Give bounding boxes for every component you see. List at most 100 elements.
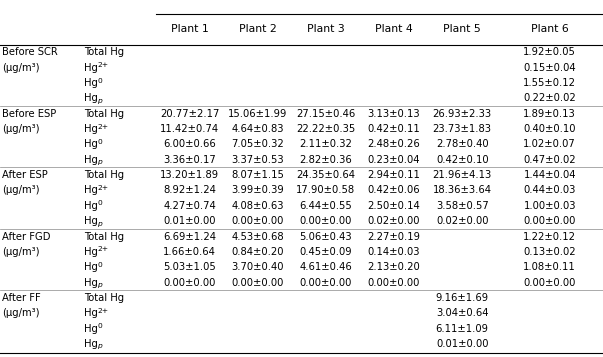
Text: 0.14±0.03: 0.14±0.03 <box>368 247 420 257</box>
Text: 0.01±0.00: 0.01±0.00 <box>436 339 488 349</box>
Text: 2.27±0.19: 2.27±0.19 <box>368 231 420 242</box>
Text: Plant 1: Plant 1 <box>171 24 209 35</box>
Text: 2.48±0.26: 2.48±0.26 <box>368 139 420 150</box>
Text: 11.42±0.74: 11.42±0.74 <box>160 124 219 134</box>
Text: 1.92±0.05: 1.92±0.05 <box>523 47 576 57</box>
Text: Before ESP: Before ESP <box>2 109 56 119</box>
Text: (μg/m³): (μg/m³) <box>2 62 39 73</box>
Text: After ESP: After ESP <box>2 170 48 180</box>
Text: 0.44±0.03: 0.44±0.03 <box>523 185 576 196</box>
Text: Hg: Hg <box>84 124 98 134</box>
Text: 3.58±0.57: 3.58±0.57 <box>436 201 488 211</box>
Text: 0.00±0.00: 0.00±0.00 <box>368 277 420 288</box>
Text: (μg/m³): (μg/m³) <box>2 308 39 318</box>
Text: 0.00±0.00: 0.00±0.00 <box>232 277 284 288</box>
Text: Hg: Hg <box>84 62 98 73</box>
Text: Hg: Hg <box>84 308 98 318</box>
Text: 5.03±1.05: 5.03±1.05 <box>163 262 216 272</box>
Text: 0.02±0.00: 0.02±0.00 <box>368 216 420 226</box>
Text: Total Hg: Total Hg <box>84 109 125 119</box>
Text: 2+: 2+ <box>97 246 108 252</box>
Text: Hg: Hg <box>84 247 98 257</box>
Text: Hg: Hg <box>84 155 98 165</box>
Text: 4.53±0.68: 4.53±0.68 <box>232 231 284 242</box>
Text: p: p <box>97 98 102 104</box>
Text: Hg: Hg <box>84 339 98 349</box>
Text: 2+: 2+ <box>97 308 108 314</box>
Text: 3.13±0.13: 3.13±0.13 <box>368 109 420 119</box>
Text: 1.55±0.12: 1.55±0.12 <box>523 78 576 88</box>
Text: Total Hg: Total Hg <box>84 47 125 57</box>
Text: Total Hg: Total Hg <box>84 231 125 242</box>
Text: 1.08±0.11: 1.08±0.11 <box>523 262 576 272</box>
Text: 0.00±0.00: 0.00±0.00 <box>232 216 284 226</box>
Text: Hg: Hg <box>84 262 98 272</box>
Text: 0.00±0.00: 0.00±0.00 <box>163 277 216 288</box>
Text: Before SCR: Before SCR <box>2 47 57 57</box>
Text: Hg: Hg <box>84 185 98 196</box>
Text: 6.11±1.09: 6.11±1.09 <box>436 323 488 334</box>
Text: 15.06±1.99: 15.06±1.99 <box>228 109 288 119</box>
Text: 27.15±0.46: 27.15±0.46 <box>296 109 356 119</box>
Text: 0.02±0.00: 0.02±0.00 <box>436 216 488 226</box>
Text: 4.08±0.63: 4.08±0.63 <box>232 201 284 211</box>
Text: 2.78±0.40: 2.78±0.40 <box>436 139 488 150</box>
Text: 0.40±0.10: 0.40±0.10 <box>523 124 576 134</box>
Text: 2+: 2+ <box>97 185 108 191</box>
Text: Total Hg: Total Hg <box>84 293 125 303</box>
Text: 23.73±1.83: 23.73±1.83 <box>433 124 491 134</box>
Text: Total Hg: Total Hg <box>84 170 125 180</box>
Text: 0.01±0.00: 0.01±0.00 <box>163 216 216 226</box>
Text: Plant 2: Plant 2 <box>239 24 277 35</box>
Text: 2+: 2+ <box>97 124 108 130</box>
Text: Plant 6: Plant 6 <box>531 24 569 35</box>
Text: 7.05±0.32: 7.05±0.32 <box>232 139 284 150</box>
Text: 3.99±0.39: 3.99±0.39 <box>232 185 284 196</box>
Text: 1.44±0.04: 1.44±0.04 <box>523 170 576 180</box>
Text: 0.42±0.10: 0.42±0.10 <box>436 155 488 165</box>
Text: 1.00±0.03: 1.00±0.03 <box>523 201 576 211</box>
Text: (μg/m³): (μg/m³) <box>2 185 39 196</box>
Text: 0: 0 <box>97 77 102 84</box>
Text: 0.00±0.00: 0.00±0.00 <box>300 277 352 288</box>
Text: p: p <box>97 221 102 227</box>
Text: 13.20±1.89: 13.20±1.89 <box>160 170 219 180</box>
Text: Hg: Hg <box>84 139 98 150</box>
Text: 2.11±0.32: 2.11±0.32 <box>300 139 352 150</box>
Text: 4.61±0.46: 4.61±0.46 <box>300 262 352 272</box>
Text: 3.04±0.64: 3.04±0.64 <box>436 308 488 318</box>
Text: Plant 5: Plant 5 <box>443 24 481 35</box>
Text: 17.90±0.58: 17.90±0.58 <box>296 185 356 196</box>
Text: (μg/m³): (μg/m³) <box>2 124 39 134</box>
Text: 21.96±4.13: 21.96±4.13 <box>432 170 492 180</box>
Text: Hg: Hg <box>84 216 98 226</box>
Text: 3.70±0.40: 3.70±0.40 <box>232 262 284 272</box>
Text: 5.06±0.43: 5.06±0.43 <box>300 231 352 242</box>
Text: 8.07±1.15: 8.07±1.15 <box>232 170 284 180</box>
Text: 0.42±0.11: 0.42±0.11 <box>368 124 420 134</box>
Text: 1.89±0.13: 1.89±0.13 <box>523 109 576 119</box>
Text: Plant 4: Plant 4 <box>375 24 413 35</box>
Text: p: p <box>97 159 102 165</box>
Text: 0: 0 <box>97 200 102 206</box>
Text: 0.42±0.06: 0.42±0.06 <box>368 185 420 196</box>
Text: 6.44±0.55: 6.44±0.55 <box>300 201 352 211</box>
Text: p: p <box>97 282 102 288</box>
Text: After FGD: After FGD <box>2 231 50 242</box>
Text: Hg: Hg <box>84 277 98 288</box>
Text: 4.27±0.74: 4.27±0.74 <box>163 201 216 211</box>
Text: 8.92±1.24: 8.92±1.24 <box>163 185 216 196</box>
Text: 0: 0 <box>97 262 102 268</box>
Text: 2.13±0.20: 2.13±0.20 <box>368 262 420 272</box>
Text: (μg/m³): (μg/m³) <box>2 247 39 257</box>
Text: 0.15±0.04: 0.15±0.04 <box>523 62 576 73</box>
Text: 0.00±0.00: 0.00±0.00 <box>523 277 576 288</box>
Text: 0.23±0.04: 0.23±0.04 <box>368 155 420 165</box>
Text: 1.66±0.64: 1.66±0.64 <box>163 247 216 257</box>
Text: 22.22±0.35: 22.22±0.35 <box>296 124 356 134</box>
Text: 0.13±0.02: 0.13±0.02 <box>523 247 576 257</box>
Text: 0.22±0.02: 0.22±0.02 <box>523 93 576 104</box>
Text: 3.37±0.53: 3.37±0.53 <box>232 155 284 165</box>
Text: 20.77±2.17: 20.77±2.17 <box>160 109 219 119</box>
Text: 0: 0 <box>97 323 102 329</box>
